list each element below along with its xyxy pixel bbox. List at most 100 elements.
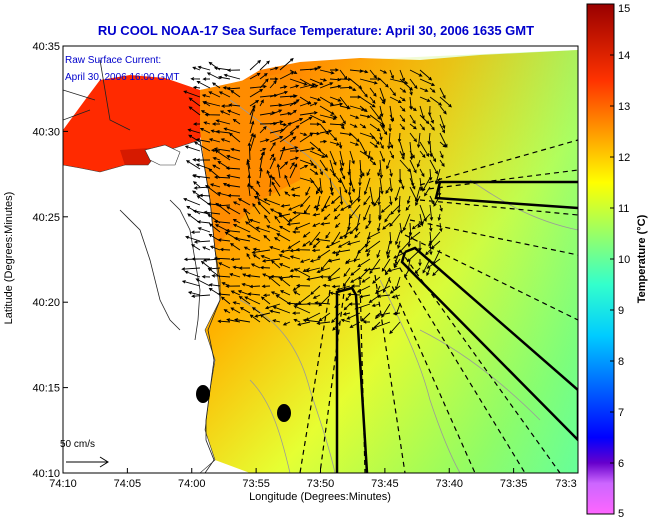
current-vector (251, 249, 271, 255)
current-vector (192, 190, 201, 197)
current-vector (399, 69, 405, 82)
current-vector (357, 258, 371, 268)
current-vector (319, 96, 335, 106)
current-vector (379, 78, 389, 88)
current-vector (429, 150, 437, 163)
current-vector (379, 150, 385, 163)
current-vector (259, 138, 270, 143)
current-vector (293, 305, 311, 314)
current-vector (389, 321, 401, 335)
current-vector (389, 195, 393, 206)
current-vector (409, 159, 417, 174)
current-vector (329, 102, 344, 107)
current-vector (384, 213, 391, 223)
current-vector (223, 309, 231, 314)
current-vector (394, 186, 401, 202)
current-vector (271, 176, 281, 188)
y-tick-label: 40:35 (32, 41, 60, 53)
map-title: RU COOL NOAA-17 Sea Surface Temperature:… (98, 23, 534, 38)
current-vector (305, 267, 321, 273)
current-vector (207, 267, 221, 278)
current-vector (389, 213, 401, 227)
current-vector (359, 150, 374, 160)
current-vector (211, 82, 221, 89)
current-vector (379, 141, 384, 150)
current-vector (379, 177, 384, 195)
current-vector (249, 72, 261, 80)
current-vector (188, 97, 201, 107)
current-vector (208, 223, 221, 233)
current-vector (330, 68, 339, 72)
current-vector (299, 111, 318, 116)
current-vector (219, 247, 231, 252)
current-vector (246, 234, 261, 242)
current-vector (409, 114, 416, 125)
current-vector (361, 276, 371, 283)
current-vector (407, 231, 411, 248)
current-vector (225, 284, 241, 288)
x-tick-label: 74:00 (178, 478, 206, 490)
current-vector (215, 119, 231, 125)
current-vector (416, 159, 421, 168)
current-vector (232, 118, 241, 125)
current-vector (361, 312, 371, 322)
current-vector (348, 302, 361, 306)
current-vector (237, 290, 251, 296)
current-vector (246, 252, 251, 260)
current-vector (399, 150, 405, 160)
current-vector (214, 149, 231, 161)
current-vector (369, 258, 381, 275)
current-vector (269, 174, 273, 188)
current-vector (306, 276, 321, 281)
current-vector (359, 96, 376, 108)
current-vector (225, 166, 241, 170)
current-vector (296, 283, 311, 288)
current-vector (270, 291, 281, 296)
current-vector (349, 177, 356, 193)
current-vector (305, 186, 311, 196)
current-vector (369, 87, 377, 97)
current-vector (249, 88, 264, 98)
current-vector (319, 82, 334, 89)
current-vector (230, 90, 241, 98)
current-vector (260, 254, 271, 260)
current-vector (230, 243, 241, 251)
current-vector (192, 174, 211, 179)
current-vector (325, 240, 341, 248)
current-vector (278, 254, 291, 260)
current-vector (269, 309, 281, 314)
current-vector (349, 132, 360, 143)
current-vector (343, 303, 351, 311)
current-vector (213, 256, 231, 261)
current-vector (249, 284, 261, 289)
current-vector (184, 145, 201, 152)
current-vector (387, 132, 391, 150)
current-vector (205, 184, 221, 197)
current-vector (271, 181, 281, 197)
current-vector (272, 306, 291, 314)
surface-current-vectors (181, 57, 452, 335)
current-vector (200, 110, 211, 116)
current-vector (344, 222, 351, 240)
current-vector (439, 159, 445, 168)
current-vector (295, 247, 311, 252)
current-vector (339, 105, 351, 110)
current-vector (359, 168, 365, 177)
current-vector (188, 106, 201, 116)
current-vector (279, 57, 294, 71)
current-vector (399, 177, 405, 190)
current-vector (264, 214, 271, 224)
current-vector (385, 240, 391, 256)
current-vector (252, 202, 261, 215)
current-vector (249, 185, 261, 197)
current-vector (319, 105, 335, 115)
current-vector (204, 112, 221, 117)
y-tick-label: 40:30 (32, 126, 60, 138)
current-vector (259, 125, 267, 134)
current-vector (325, 231, 331, 239)
current-vector (302, 318, 321, 323)
x-tick-label: 73:40 (435, 478, 463, 490)
current-vector (279, 263, 291, 269)
scale-arrow (66, 456, 109, 468)
current-vector (212, 156, 221, 161)
